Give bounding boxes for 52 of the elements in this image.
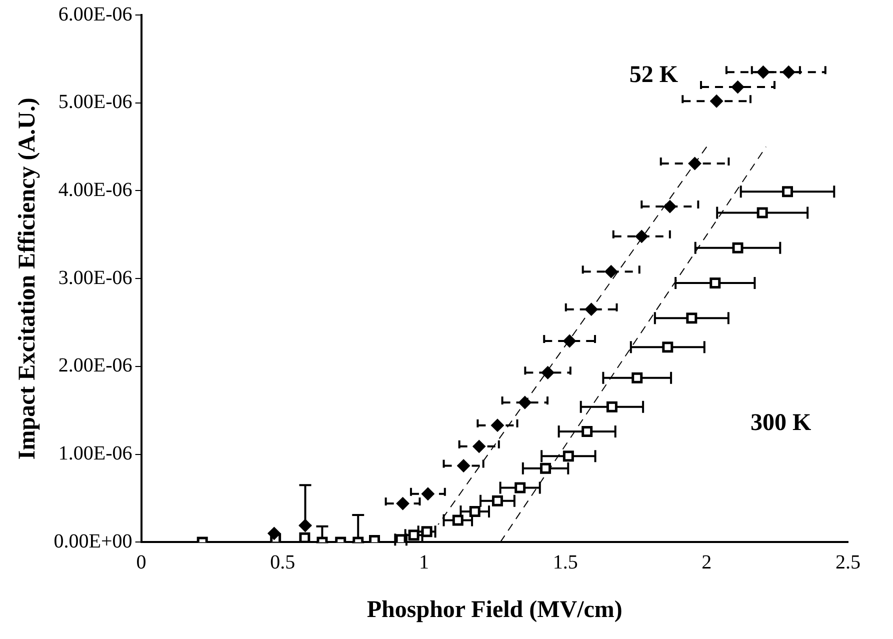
y-tick-label: 0.00E+00 [54,530,132,552]
point [710,94,724,108]
point [635,230,648,243]
x-tick-label: 0.5 [270,551,296,574]
annotation: 300 K [750,410,812,436]
point [756,66,770,79]
point [540,462,552,474]
x-tick-label: 1.5 [552,551,578,574]
y-tick-label: 4.00E-06 [58,178,132,201]
y-tick-label: 2.00E-06 [58,354,132,377]
point [268,526,281,540]
y-tick-label: 3.00E-06 [58,266,132,289]
point [421,487,434,500]
point [396,497,410,510]
y-tick-label: 5.00E-06 [58,91,132,114]
annotation: 52 K [629,62,678,88]
point [632,372,643,384]
point [563,334,576,348]
x-tick-label: 1 [418,551,429,574]
x-tick-label: 2 [702,551,712,574]
point [782,66,796,79]
x-tick-label: 0 [136,551,146,574]
y-tick-label: 1.00E-06 [58,442,132,465]
point [298,519,312,532]
point [756,207,768,218]
point [663,200,676,214]
point [541,366,554,380]
point [710,278,721,288]
point [490,418,504,432]
point [604,265,618,278]
point [469,506,480,517]
point [582,426,593,437]
point [472,440,486,453]
point [452,514,464,526]
point [782,186,793,198]
point [562,450,574,462]
point [731,80,744,94]
point [518,396,532,409]
point [299,532,310,542]
point [688,156,702,170]
y-axis-title: Impact Excitation Efficiency (A.U.) [14,98,41,460]
point [606,401,618,412]
point [686,312,698,324]
point [514,482,526,494]
point [457,459,470,472]
x-tick-label: 2.5 [836,551,860,574]
point [662,342,674,353]
x-axis-title: Phosphor Field (MV/cm) [366,596,622,623]
point [584,302,598,316]
point [492,495,503,506]
point [732,242,744,254]
y-tick-label: 6.00E-06 [58,3,132,26]
